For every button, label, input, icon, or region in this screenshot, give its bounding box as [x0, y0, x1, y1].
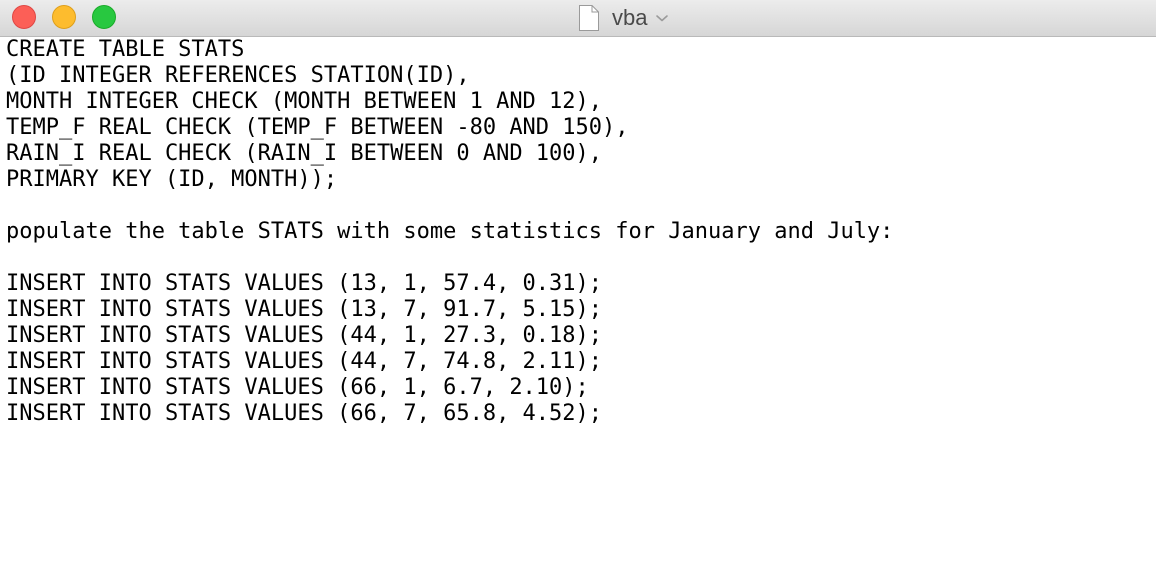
code-line: CREATE TABLE STATS — [6, 37, 245, 62]
code-line: MONTH INTEGER CHECK (MONTH BETWEEN 1 AND… — [6, 89, 603, 114]
document-icon — [579, 5, 599, 31]
code-line: INSERT INTO STATS VALUES (66, 1, 6.7, 2.… — [6, 375, 589, 400]
code-line: TEMP_F REAL CHECK (TEMP_F BETWEEN -80 AN… — [6, 115, 629, 140]
window-title: vba — [612, 5, 648, 30]
code-line: INSERT INTO STATS VALUES (13, 1, 57.4, 0… — [6, 271, 603, 296]
code-line: INSERT INTO STATS VALUES (44, 7, 74.8, 2… — [6, 349, 603, 374]
zoom-button[interactable] — [92, 5, 116, 29]
code-line: PRIMARY KEY (ID, MONTH)); — [6, 167, 338, 192]
editor-text-area[interactable]: CREATE TABLE STATS (ID INTEGER REFERENCE… — [0, 37, 1156, 564]
code-line: INSERT INTO STATS VALUES (44, 1, 27.3, 0… — [6, 323, 603, 348]
window-title-group[interactable]: vba — [578, 2, 669, 34]
minimize-button[interactable] — [52, 5, 76, 29]
code-line: INSERT INTO STATS VALUES (13, 7, 91.7, 5… — [6, 297, 603, 322]
blank-line — [6, 245, 1156, 271]
title-bar[interactable]: vba — [0, 0, 1156, 37]
code-line: RAIN_I REAL CHECK (RAIN_I BETWEEN 0 AND … — [6, 141, 603, 166]
chevron-down-icon[interactable] — [655, 13, 669, 23]
code-line: populate the table STATS with some stati… — [6, 219, 894, 244]
close-button[interactable] — [12, 5, 36, 29]
code-line: (ID INTEGER REFERENCES STATION(ID), — [6, 63, 470, 88]
code-line: INSERT INTO STATS VALUES (66, 7, 65.8, 4… — [6, 401, 603, 426]
blank-line — [6, 193, 1156, 219]
